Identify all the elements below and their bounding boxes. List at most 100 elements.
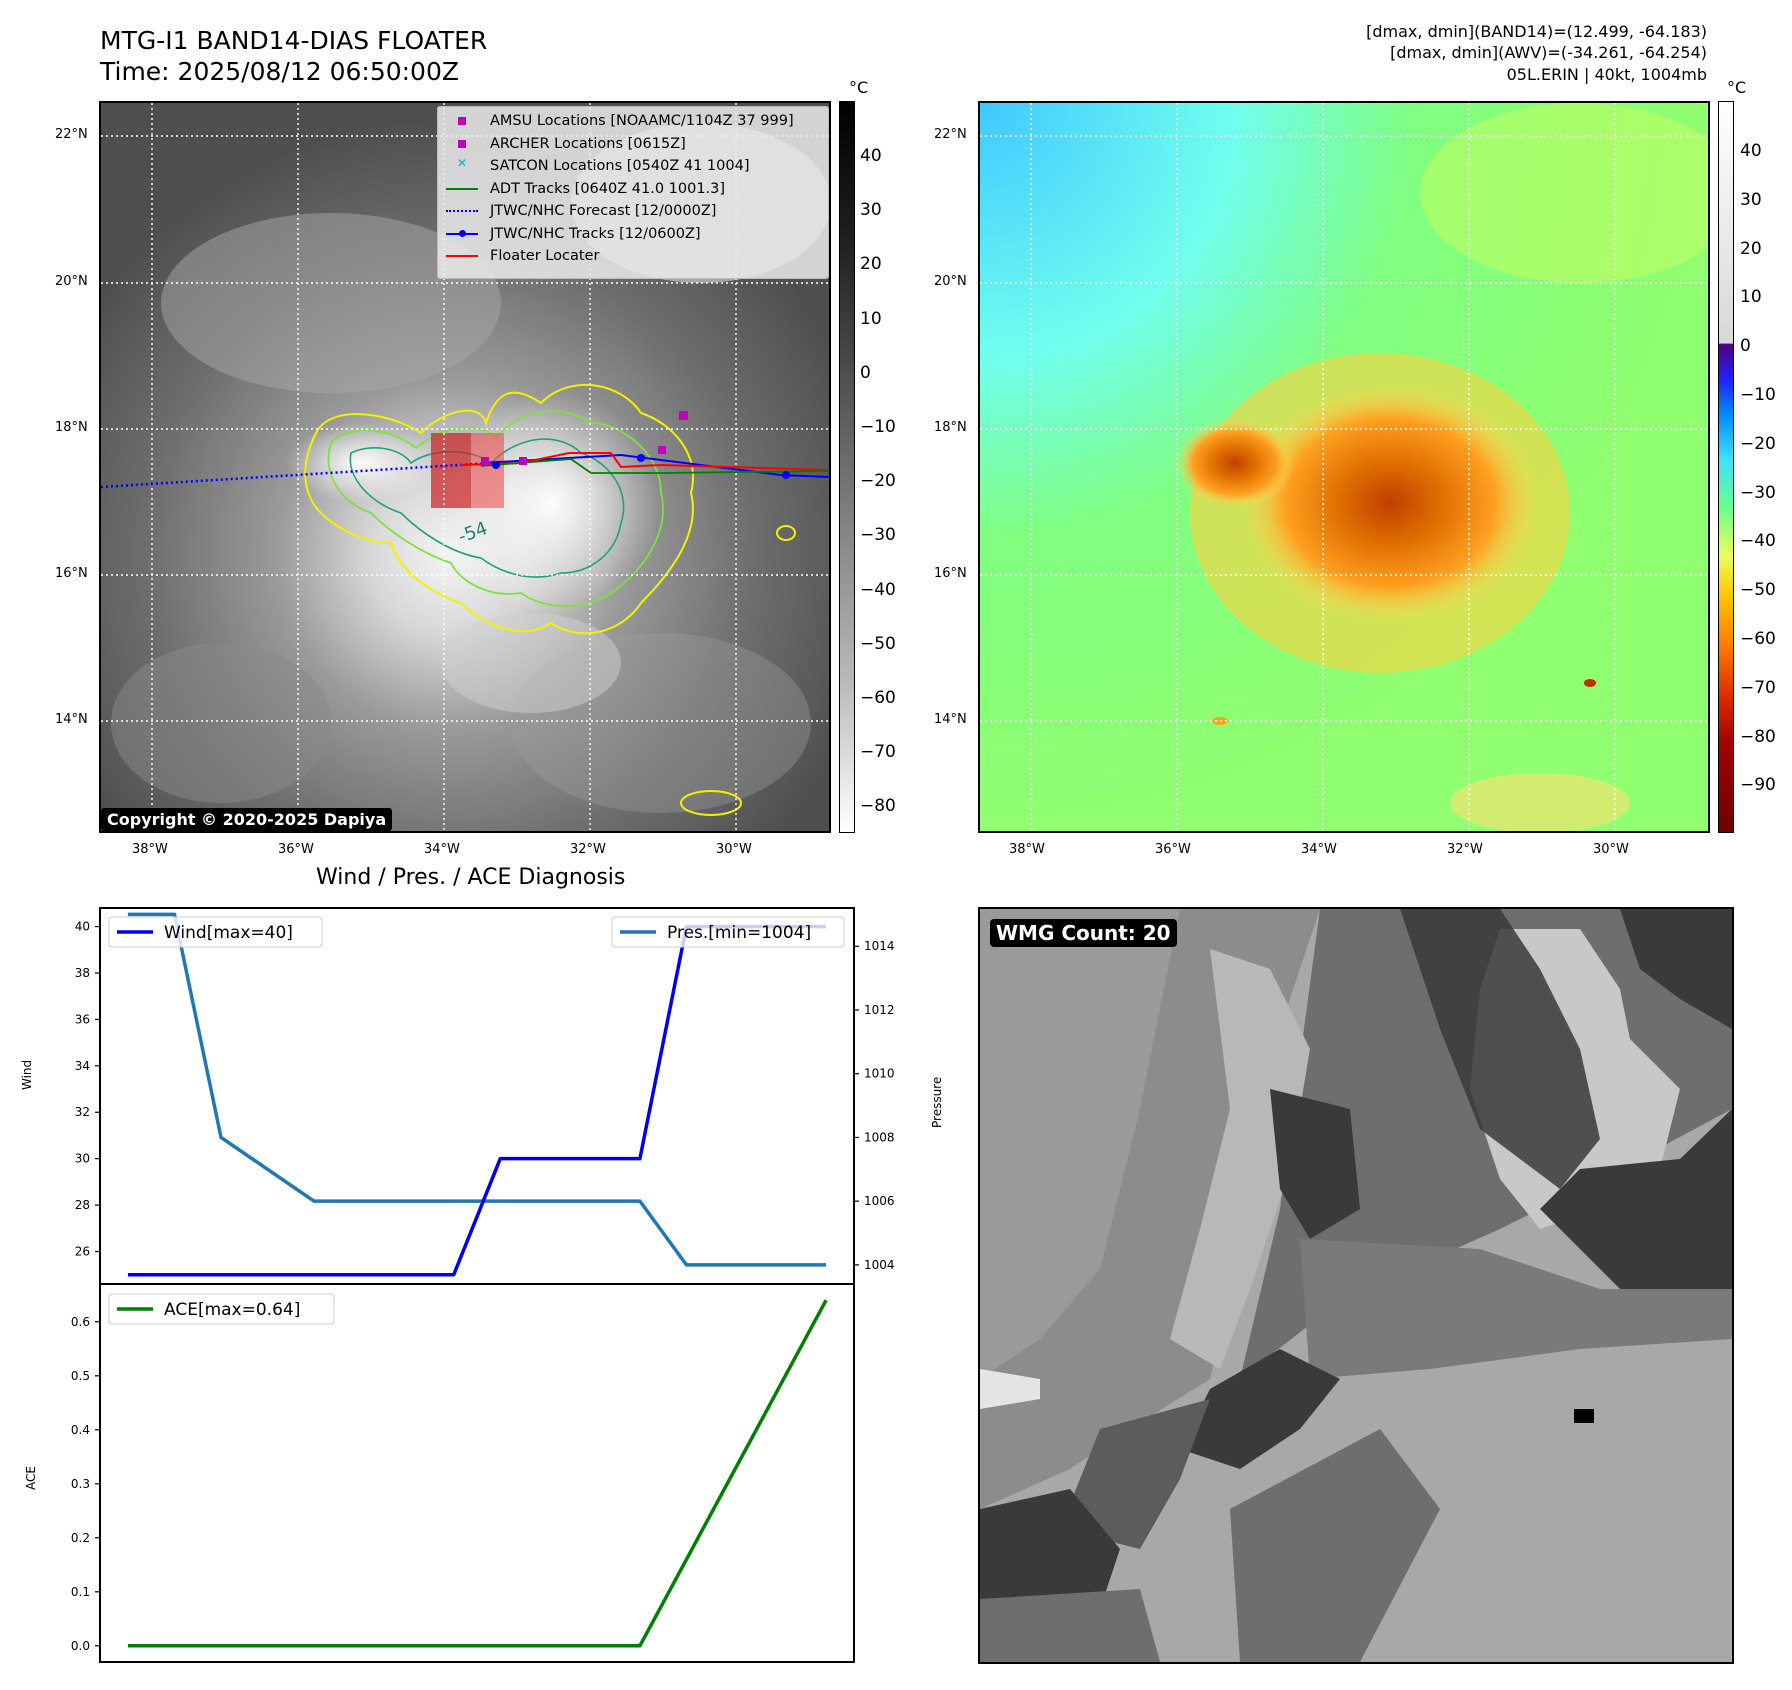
ace-tick-label: 0.4	[71, 1423, 90, 1437]
colorbar-tick: −60	[860, 688, 896, 708]
ace-tick-label: 0.1	[71, 1585, 90, 1599]
wind-tick-label: 36	[75, 1012, 90, 1026]
wind-tick-label: 38	[75, 966, 90, 980]
colorbar-tick: 40	[1740, 141, 1762, 161]
wind-tick-label: 28	[75, 1198, 90, 1212]
lat-label: 22°N	[55, 127, 88, 142]
floater-box	[471, 433, 504, 508]
legend-entry: Floater Locater	[444, 248, 599, 268]
legend-entry: JTWC/NHC Tracks [12/0600Z]	[444, 226, 701, 246]
floater-box	[431, 433, 471, 508]
wind-legend-box	[108, 916, 323, 948]
lon-label: 38°W	[132, 842, 168, 857]
colorbar-gray-unit: °C	[849, 78, 869, 97]
figure-time: Time: 2025/08/12 06:50:00Z	[100, 57, 459, 86]
chart-title: Wind / Pres. / ACE Diagnosis	[316, 865, 626, 890]
lat-label: 16°N	[934, 566, 967, 581]
awv-map-panel	[978, 101, 1710, 833]
wmg-count-badge: WMG Count: 20	[990, 919, 1177, 947]
ace-tick-label: 0.5	[71, 1369, 90, 1383]
legend-label: ARCHER Locations [0615Z]	[490, 135, 686, 152]
colorbar-tick: 20	[860, 254, 882, 275]
archer-marker	[481, 457, 489, 465]
amsu-marker	[658, 446, 666, 454]
pressure-tick-label: 1012	[864, 1003, 895, 1017]
legend-label: JTWC/NHC Tracks [12/0600Z]	[490, 225, 701, 242]
ace-tick-label: 0.3	[71, 1477, 90, 1491]
pressure-tick-label: 1010	[864, 1067, 895, 1081]
colorbar-tick: −60	[1740, 629, 1776, 649]
legend-marker	[444, 249, 482, 263]
contour-small	[776, 525, 796, 541]
nhc-point	[492, 461, 500, 469]
colorbar-tick: 10	[1740, 287, 1762, 308]
lon-label: 36°W	[1155, 842, 1191, 857]
legend-marker	[444, 114, 482, 128]
colorbar-tick: −40	[1740, 531, 1776, 552]
awv-map-image	[980, 103, 1708, 831]
colorbar-color-unit: °C	[1727, 78, 1747, 97]
colorbar-tick: −90	[1740, 775, 1776, 796]
colorbar-tick: −50	[1740, 580, 1776, 601]
storm-info: 05L.ERIN | 40kt, 1004mb	[1506, 65, 1707, 84]
lat-label: 20°N	[55, 274, 88, 289]
wind-tick-label: 30	[75, 1152, 90, 1166]
legend-label: Floater Locater	[490, 248, 600, 264]
colorbar-tick: −80	[860, 796, 896, 817]
lon-label: 32°W	[570, 842, 606, 857]
ace-line	[127, 1299, 828, 1648]
legend-entry: ✕ SATCON Locations [0540Z 41 1004]	[444, 156, 749, 178]
colorbar-tick: −20	[860, 471, 896, 492]
wind-tick-label: 34	[75, 1059, 90, 1073]
pressure-tick-label: 1014	[864, 939, 895, 953]
colorbar-tick: −10	[860, 417, 896, 437]
nhc-point	[637, 454, 645, 462]
lat-label: 18°N	[55, 420, 88, 435]
lon-label: 34°W	[1301, 842, 1337, 857]
colorbar-tick: 0	[1740, 336, 1751, 357]
lat-label: 20°N	[934, 274, 967, 289]
colorbar-tick: −30	[860, 525, 896, 546]
archer-marker	[519, 457, 527, 465]
ace-legend-label: ACE[max=0.64]	[164, 1300, 300, 1320]
pressure-line	[127, 912, 827, 1267]
colorbar-tick: 10	[860, 308, 882, 329]
colorbar-gray	[839, 101, 855, 833]
legend-entry: AMSU Locations [NOAAMC/1104Z 37 999]	[444, 113, 794, 133]
colorbar-tick: 20	[1740, 238, 1762, 259]
wind-legend-label: Wind[max=40]	[164, 923, 293, 943]
pressure-tick-label: 1004	[864, 1258, 895, 1272]
lon-label: 30°W	[1593, 842, 1629, 857]
colorbar-tick: −70	[1740, 677, 1776, 698]
colorbar-tick: −50	[860, 633, 896, 654]
legend-marker	[444, 227, 482, 241]
colorbar-tick: −80	[1740, 726, 1776, 747]
lon-label: 36°W	[278, 842, 314, 857]
lon-label: 30°W	[716, 842, 752, 857]
pressure-tick-label: 1006	[864, 1194, 895, 1208]
colorbar-tick: −30	[1740, 482, 1776, 503]
legend-label: JTWC/NHC Forecast [12/0000Z]	[490, 203, 717, 219]
diagnosis-chart: 40 38 36 34 32 30 28 26 1014 1012 1010 1008 1006 1004…	[71, 907, 895, 1663]
lon-label: 34°W	[424, 842, 460, 857]
lat-label: 14°N	[934, 712, 967, 727]
lat-label: 18°N	[934, 420, 967, 435]
forecast-track	[101, 461, 492, 489]
pressure-legend-box	[611, 916, 845, 948]
lon-label: 32°W	[1447, 842, 1483, 857]
wind-tick-label: 32	[75, 1105, 90, 1119]
legend-marker	[444, 204, 482, 218]
pressure-legend-label: Pres.[min=1004]	[667, 923, 811, 943]
colorbar-tick: 40	[860, 146, 882, 166]
legend-entry: ADT Tracks [0640Z 41.0 1001.3]	[444, 181, 725, 201]
figure-title: MTG-I1 BAND14-DIAS FLOATER	[100, 26, 488, 55]
ace-tick-label: 0.2	[71, 1531, 90, 1545]
legend-label: AMSU Locations [NOAAMC/1104Z 37 999]	[490, 113, 794, 129]
colorbar-tick: −20	[1740, 433, 1776, 454]
nhc-track	[480, 453, 829, 478]
archer-marker	[679, 411, 688, 420]
ace-axes	[99, 1283, 855, 1663]
lon-label: 38°W	[1009, 842, 1045, 857]
lat-label: 16°N	[55, 566, 88, 581]
legend-entry: JTWC/NHC Forecast [12/0000Z]	[444, 203, 716, 223]
